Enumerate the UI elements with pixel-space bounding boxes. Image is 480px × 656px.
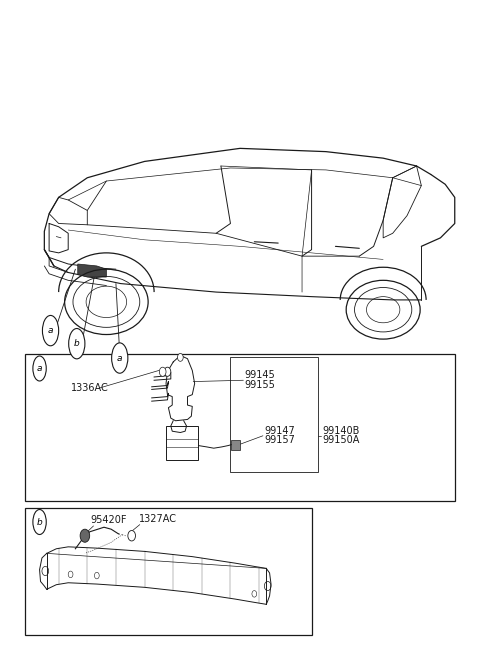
Text: 1327AC: 1327AC (139, 514, 177, 524)
Bar (25, 508, 312, 635)
Text: 99157: 99157 (265, 436, 296, 445)
Ellipse shape (33, 356, 46, 381)
Bar (25, 354, 455, 501)
Text: 1336AC: 1336AC (71, 383, 108, 393)
Circle shape (159, 367, 166, 377)
Circle shape (80, 529, 90, 543)
Ellipse shape (42, 316, 59, 346)
Circle shape (164, 367, 171, 377)
Ellipse shape (69, 329, 85, 359)
Text: 99145: 99145 (245, 370, 276, 380)
Text: 99155: 99155 (245, 380, 276, 390)
Text: a: a (37, 364, 42, 373)
Polygon shape (78, 264, 107, 277)
Bar (166, 426, 199, 460)
Text: 99150A: 99150A (322, 436, 360, 445)
Ellipse shape (33, 510, 46, 535)
Text: b: b (74, 339, 80, 348)
Bar (229, 358, 318, 472)
Ellipse shape (112, 343, 128, 373)
Text: 95420F: 95420F (91, 515, 127, 525)
Bar (231, 440, 240, 450)
Circle shape (128, 531, 135, 541)
Text: 99140B: 99140B (322, 426, 360, 436)
Text: 99147: 99147 (265, 426, 296, 436)
Text: a: a (117, 354, 122, 363)
Text: a: a (48, 326, 53, 335)
Text: b: b (36, 518, 42, 527)
Circle shape (178, 354, 183, 361)
